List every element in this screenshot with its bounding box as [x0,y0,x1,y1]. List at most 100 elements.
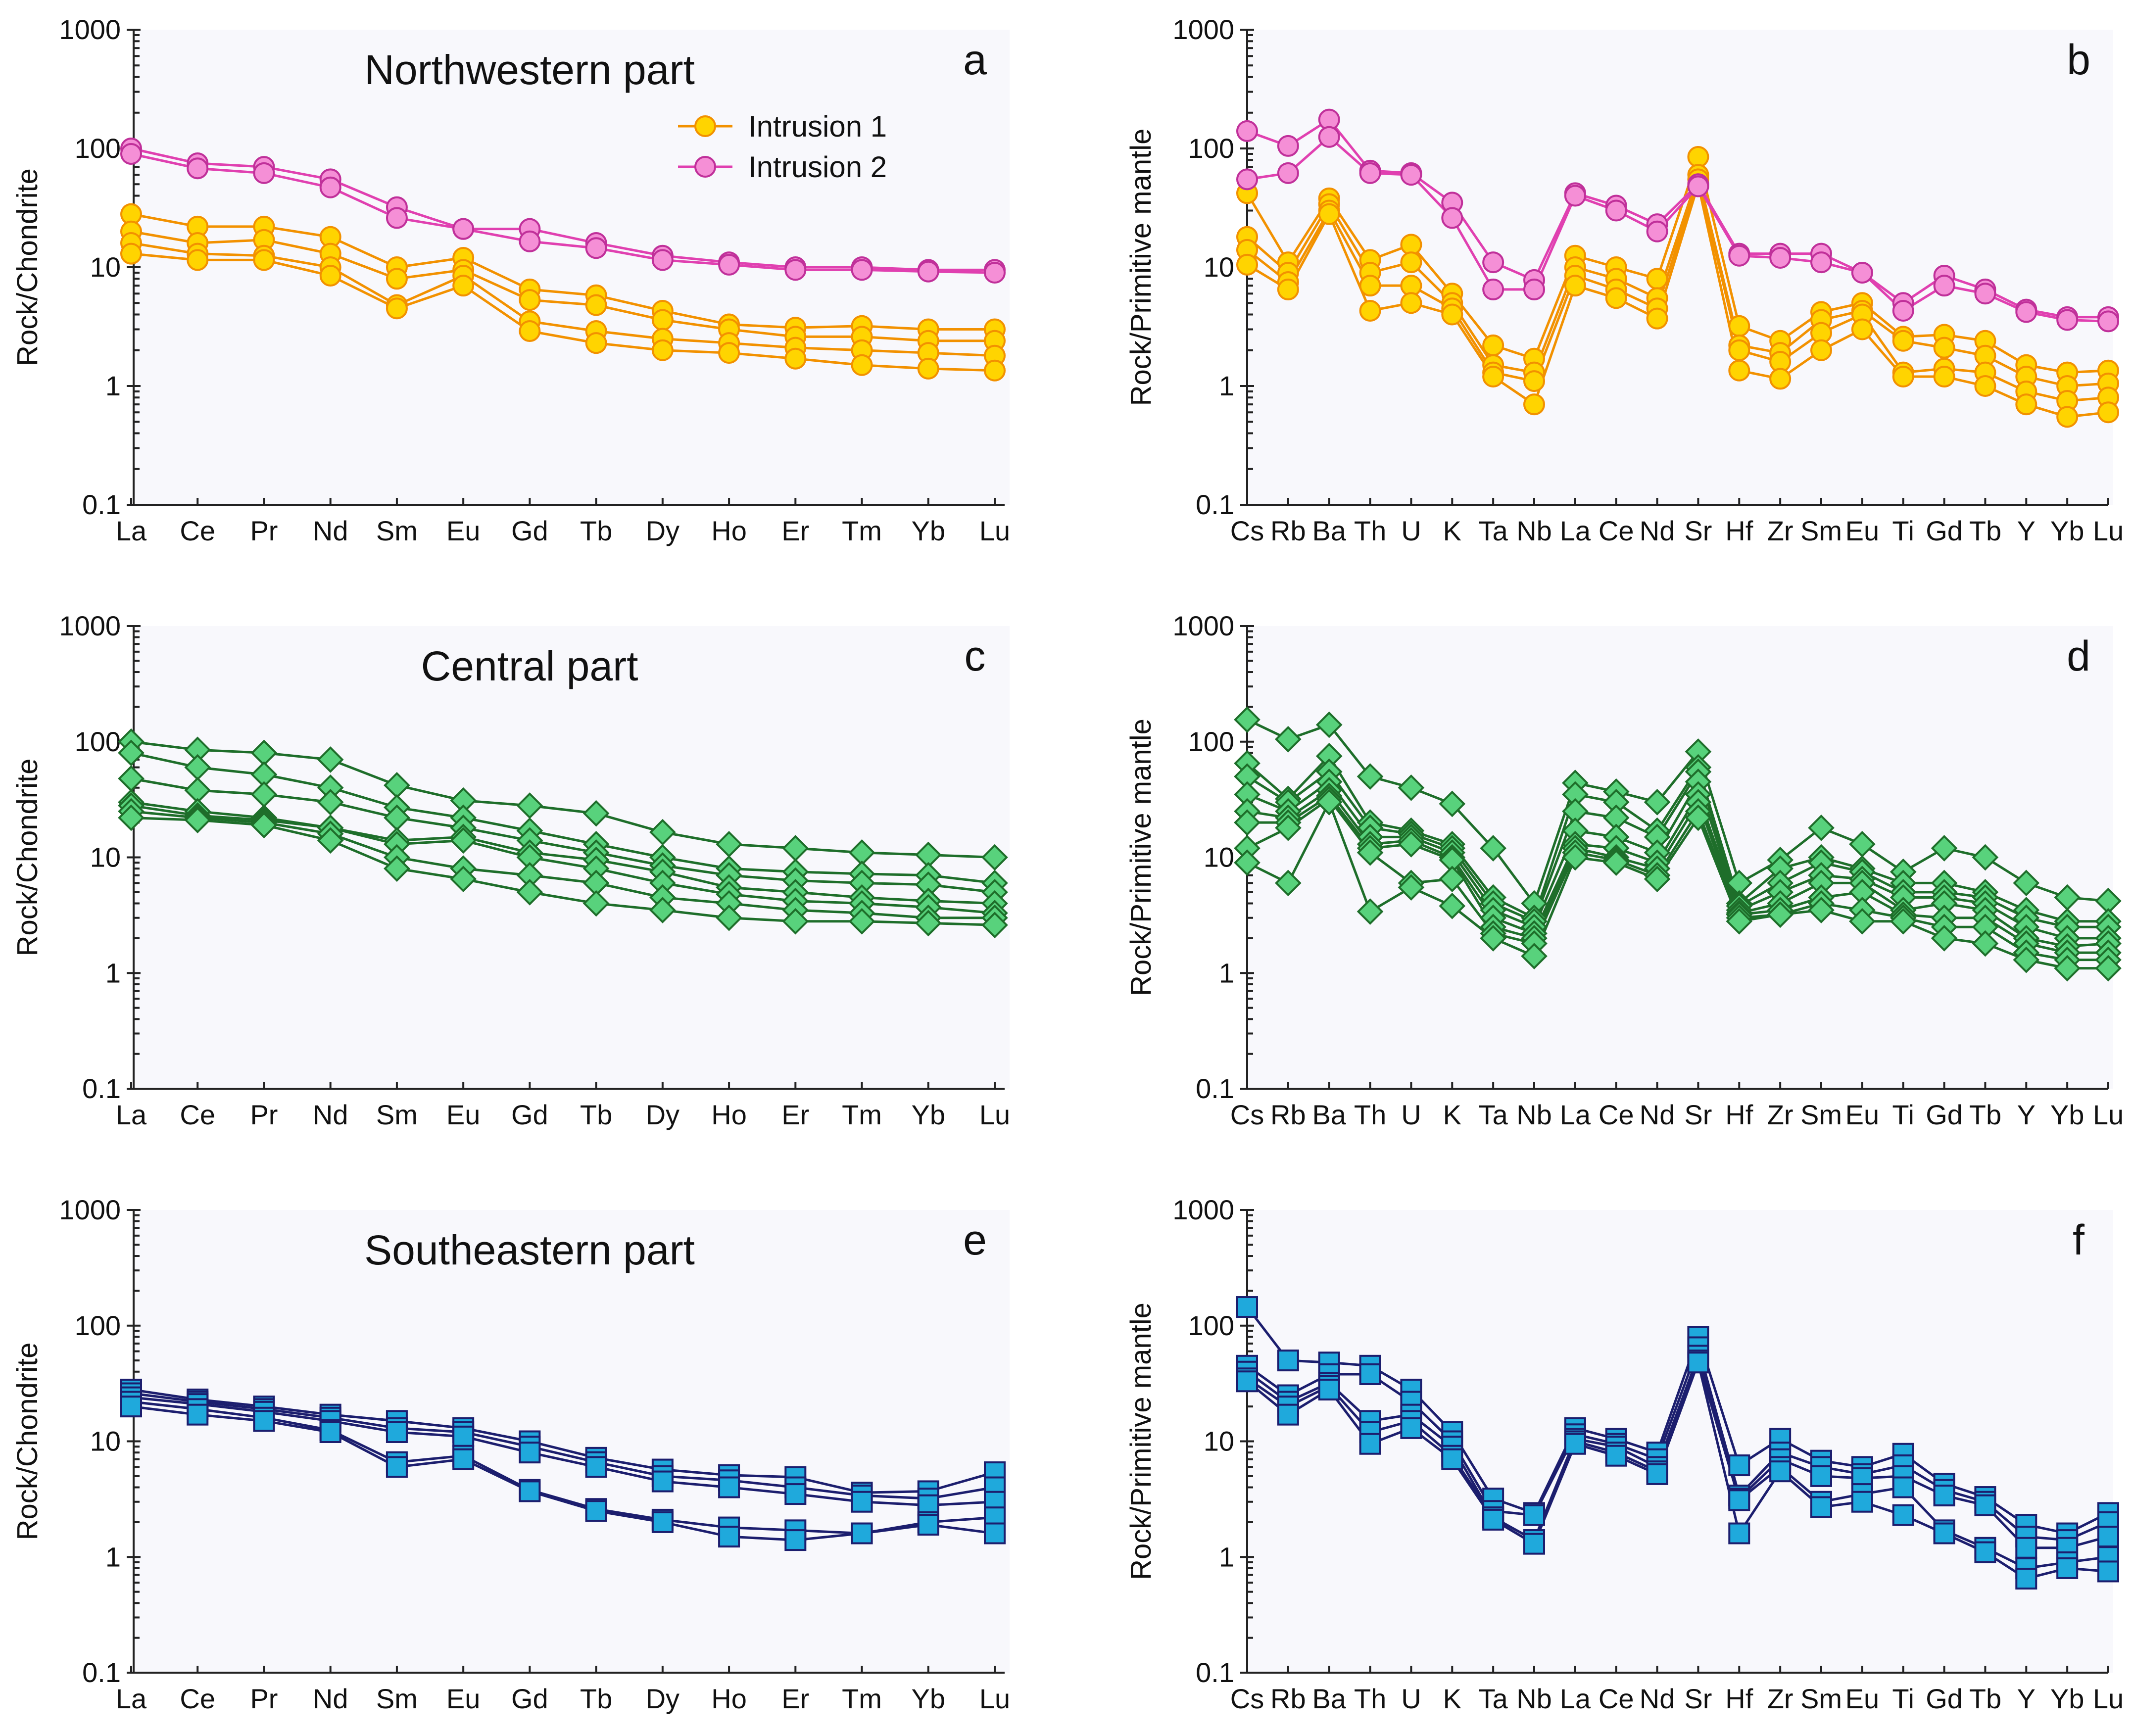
data-point-6-Yb [2056,309,2079,331]
data-point-4-Eu [452,275,475,297]
x-tick-label: Tb [1969,1683,2001,1714]
x-tick-label: Nd [313,515,348,546]
data-point-4-Ti [1892,1476,1914,1498]
series-line-2 [131,230,995,342]
data-point-7-Ho [716,904,742,931]
data-point-5-Rb [1277,1403,1299,1426]
x-tick-label: Gd [1926,1683,1963,1714]
panel-letter: e [963,1216,987,1264]
data-point-6-Gd [1933,275,1955,297]
data-point-6-Gd [519,230,541,252]
y-axis-label: Rock/Chondrite [11,1343,44,1541]
data-point-5-Sm [386,1456,408,1478]
y-tick-label: 10 [90,842,121,873]
data-point-8-Nb [1521,943,1548,969]
x-tick-label: Hf [1725,1099,1753,1130]
y-tick-label: 1000 [59,14,121,45]
data-point-5-Ta [1482,251,1504,274]
x-tick-label: Nd [1640,515,1675,546]
x-tick-label: Pr [250,1683,278,1714]
data-point-1-Y [2013,869,2040,897]
data-point-8-Cs [1234,849,1260,876]
x-tick-label: Sm [1800,515,1842,546]
data-point-3-Sm [386,1421,408,1443]
panel-letter: f [2073,1216,2085,1264]
data-point-1-Cs [1236,1296,1258,1318]
x-tick-label: Sm [376,515,418,546]
x-tick-label: Eu [1845,1099,1880,1130]
y-tick-label: 0.1 [82,489,121,520]
legend-label: Intrusion 1 [748,110,887,143]
x-tick-label: Eu [446,515,481,546]
series-line-5 [131,147,995,271]
x-tick-label: Eu [446,1099,481,1130]
x-tick-label: Ba [1312,1683,1346,1714]
data-point-7-Dy [649,897,676,923]
data-point-2-U [1400,251,1422,274]
data-point-1-Rb [1275,725,1302,753]
y-tick-label: 1000 [1172,14,1234,45]
x-tick-label: Ti [1892,515,1914,546]
x-tick-label: Eu [446,1683,481,1714]
x-tick-label: Yb [912,1683,946,1714]
data-point-7-Pr [250,812,278,839]
panel-b: 0.1 1 10 100 1000 Rock/Primitive mantle Cs Rb Ba… [1125,14,2124,546]
panel-f: 0.1 1 10 100 1000 Rock/Primitive mantle Cs Rb Ba… [1125,1194,2124,1714]
data-point-6-U [1400,164,1422,186]
data-point-7-Lu [981,912,1008,939]
y-tick-label: 100 [75,1310,121,1341]
x-tick-label: Yb [912,1099,946,1130]
x-tick-label: Tb [580,515,612,546]
x-tick-label: Rb [1270,1099,1306,1130]
data-point-6-Dy [651,249,674,271]
panel-a: 0.1 1 10 100 1000 Rock/Chondrite La Ce Pr Nd Sm Eu G… [11,14,1010,546]
data-point-5-La [120,1396,142,1418]
data-point-5-Pr [253,1410,275,1432]
x-tick-label: Tb [1969,1099,2001,1130]
data-point-2-Th [1359,1363,1381,1385]
x-tick-label: Lu [2093,1099,2124,1130]
x-tick-label: Gd [1926,515,1963,546]
data-point-4-Sm [1810,339,1832,361]
x-tick-label: Dy [646,1099,679,1130]
x-tick-label: Hf [1725,1683,1753,1714]
data-point-6-Nb [1523,278,1545,300]
series-line-8 [1246,801,2108,970]
data-point-4-Ba [1318,203,1340,225]
x-tick-label: Th [1354,1099,1386,1130]
x-tick-label: Y [2017,1099,2036,1130]
data-point-1-Cs [1234,706,1260,733]
data-point-5-Er [784,1529,807,1551]
data-point-7-La [118,804,145,831]
x-tick-label: Sm [1800,1099,1842,1130]
series-line-2 [131,1392,995,1500]
data-point-7-Tm [848,908,875,935]
data-point-4-Tb [585,332,607,354]
data-point-6-La [1564,185,1586,207]
y-tick-label: 1000 [59,610,121,641]
data-point-1-Nd [1646,268,1668,290]
data-point-4-Hf [1728,1489,1750,1511]
data-point-5-Gd [1933,1522,1955,1544]
data-point-4-Y [2015,393,2037,416]
data-point-5-Yb [917,1514,939,1536]
data-point-4-Rb [1277,278,1299,300]
x-tick-label: Pr [250,1099,278,1130]
data-point-1-Rb [1277,1350,1299,1372]
x-tick-label: Ce [1599,515,1634,546]
data-point-8-Hf [1726,908,1753,935]
y-tick-label: 0.1 [1196,1073,1234,1104]
x-tick-label: Th [1354,1683,1386,1714]
panel-letter: b [2067,36,2090,84]
data-point-3-Eu [452,1425,475,1447]
data-point-4-K [1441,303,1463,326]
x-tick-label: Ta [1479,515,1508,546]
data-point-4-Ta [1482,365,1504,387]
data-point-8-Tb [1972,930,1999,957]
x-tick-label: Sm [1800,1683,1842,1714]
x-tick-label: Lu [979,1099,1010,1130]
plot-area [134,1210,1010,1673]
y-axis-label: Rock/Primitive mantle [1125,1302,1157,1580]
data-point-1-Ba [1315,711,1343,738]
